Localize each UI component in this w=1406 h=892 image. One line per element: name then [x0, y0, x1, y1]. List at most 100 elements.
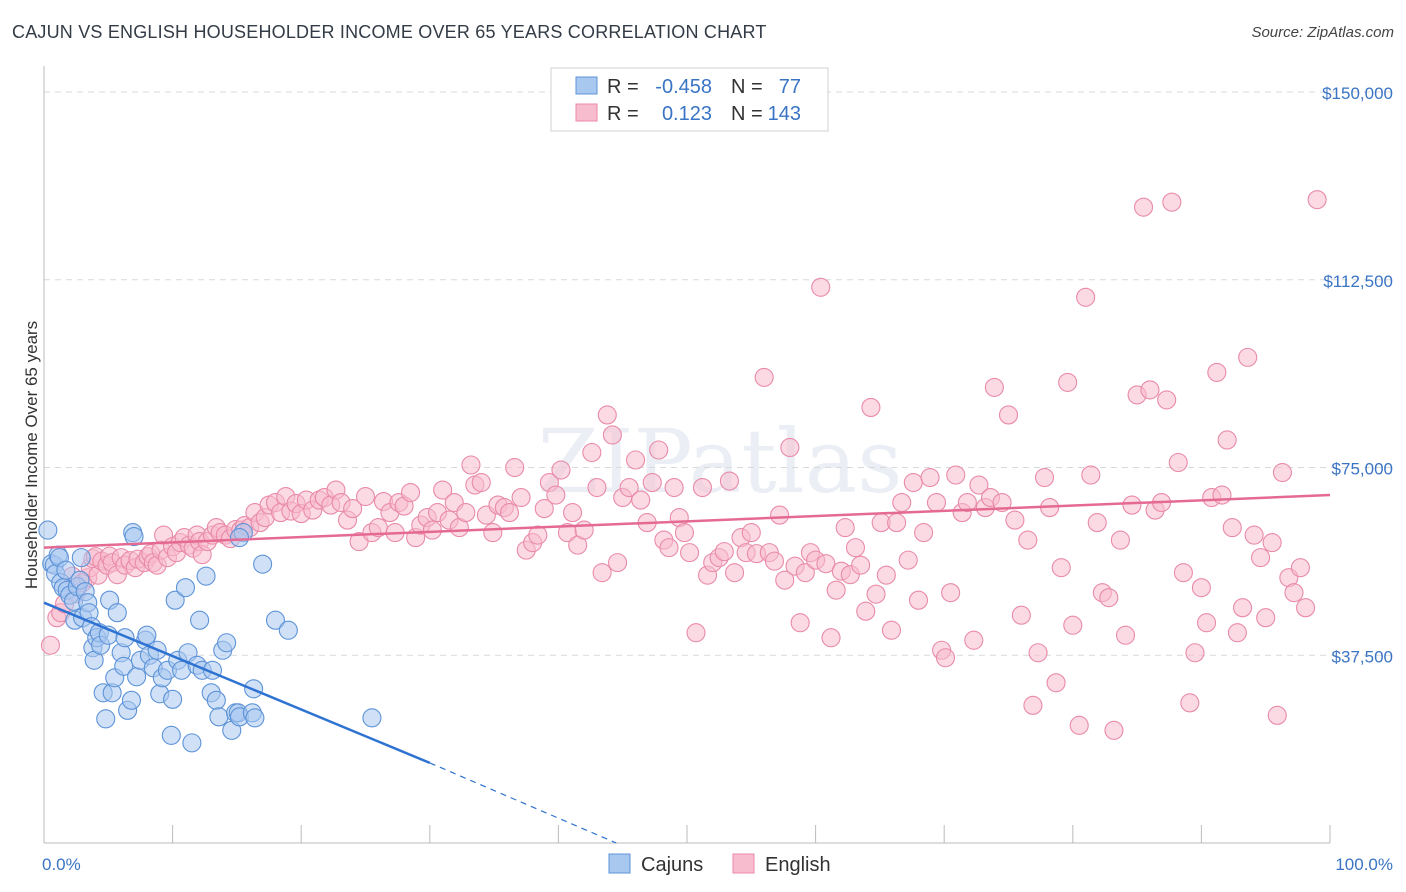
- legend-n-label-1: N =: [731, 76, 763, 98]
- point-english: [1244, 525, 1264, 545]
- point-english: [692, 477, 712, 498]
- point-english: [582, 442, 602, 463]
- point-english: [935, 648, 956, 668]
- point-cajuns: [127, 667, 147, 687]
- point-english: [1238, 347, 1258, 367]
- point-cajuns: [163, 689, 183, 709]
- point-english: [764, 551, 784, 571]
- legend-n-value-1: 77: [779, 76, 801, 98]
- point-english: [400, 482, 421, 503]
- trend-line-cajuns: [43, 601, 431, 765]
- trend-line-english: [43, 493, 1331, 549]
- point-cajuns: [245, 708, 265, 728]
- point-english: [511, 488, 531, 508]
- point-english: [887, 513, 907, 533]
- legend: R = -0.458 N = 77 R = 0.123 N = 143: [550, 67, 829, 132]
- point-english: [835, 518, 855, 538]
- point-english: [811, 277, 831, 297]
- point-english: [461, 455, 481, 475]
- point-english: [664, 477, 684, 498]
- point-english: [964, 630, 984, 650]
- legend-r-value-1: -0.458: [655, 76, 712, 98]
- y-tick-label: $150,000: [1322, 84, 1393, 103]
- point-english: [1069, 715, 1089, 735]
- point-english: [562, 503, 583, 523]
- point-english: [1196, 613, 1217, 633]
- source-label: Source: ZipAtlas.com: [1251, 24, 1394, 41]
- point-cajuns: [121, 690, 141, 710]
- point-english: [1063, 615, 1083, 635]
- legend-swatch-english: [575, 103, 598, 122]
- point-english: [1122, 495, 1142, 515]
- point-english: [1162, 192, 1182, 212]
- y-tick-label: $75,000: [1332, 460, 1393, 479]
- point-english: [499, 503, 520, 523]
- chart-title: CAJUN VS ENGLISH HOUSEHOLDER INCOME OVER…: [12, 22, 767, 42]
- bottom-legend-label-cajuns: Cajuns: [641, 854, 703, 876]
- point-cajuns: [165, 590, 185, 610]
- point-english: [898, 550, 918, 570]
- point-english: [505, 457, 525, 478]
- point-english: [456, 503, 476, 523]
- point-english: [631, 490, 651, 510]
- point-cajuns: [38, 520, 58, 540]
- point-cajuns: [161, 725, 181, 745]
- point-english: [881, 620, 902, 640]
- point-cajuns: [206, 690, 226, 710]
- point-english: [1227, 623, 1247, 643]
- point-english: [1290, 558, 1310, 578]
- point-english: [1058, 372, 1078, 392]
- point-english: [876, 565, 896, 585]
- y-tick-label: $112,500: [1323, 272, 1393, 291]
- point-english: [754, 367, 774, 387]
- point-english: [941, 583, 961, 603]
- y-tick-label: $37,500: [1332, 647, 1393, 666]
- legend-swatch-cajuns: [575, 76, 598, 95]
- x-tick-label: 100.0%: [1335, 855, 1393, 874]
- point-english: [642, 472, 662, 493]
- point-english: [686, 623, 706, 643]
- point-english: [851, 555, 871, 575]
- point-english: [1034, 467, 1055, 488]
- bottom-legend-label-english: English: [765, 854, 831, 876]
- point-english: [471, 472, 491, 493]
- point-english: [1046, 673, 1066, 693]
- y-tick-labels: $150,000 $112,500 $75,000 $37,500: [1322, 84, 1393, 666]
- point-english: [856, 601, 876, 621]
- trend-lines: [43, 493, 1331, 844]
- point-english: [355, 487, 376, 507]
- bottom-legend-swatch-english: [732, 853, 755, 874]
- point-english: [1157, 390, 1177, 410]
- point-cajuns: [229, 528, 250, 548]
- point-english: [1005, 510, 1025, 530]
- point-english: [1011, 605, 1031, 625]
- point-cajuns: [196, 566, 216, 586]
- x-tick-label: 0.0%: [42, 855, 81, 874]
- point-english: [790, 613, 810, 633]
- point-cajuns: [124, 527, 144, 547]
- point-english: [775, 570, 795, 590]
- point-english: [780, 437, 800, 458]
- point-cajuns: [265, 610, 286, 630]
- point-cajuns: [190, 610, 210, 630]
- point-english: [626, 450, 646, 470]
- point-english: [725, 563, 745, 583]
- point-cajuns: [114, 656, 134, 676]
- point-cajuns: [96, 709, 116, 729]
- point-english: [1272, 462, 1292, 483]
- point-english: [1081, 465, 1101, 485]
- point-cajuns: [107, 603, 127, 623]
- legend-n-label-2: N =: [731, 103, 763, 125]
- point-cajuns: [182, 733, 202, 753]
- point-cajuns: [71, 548, 91, 568]
- point-english: [861, 397, 881, 417]
- point-english: [40, 635, 60, 655]
- point-english: [1133, 197, 1154, 217]
- point-english: [1173, 563, 1193, 583]
- point-english: [969, 475, 989, 495]
- point-english: [845, 538, 866, 558]
- point-english: [741, 523, 761, 543]
- point-english: [1018, 530, 1038, 550]
- point-english: [592, 563, 612, 583]
